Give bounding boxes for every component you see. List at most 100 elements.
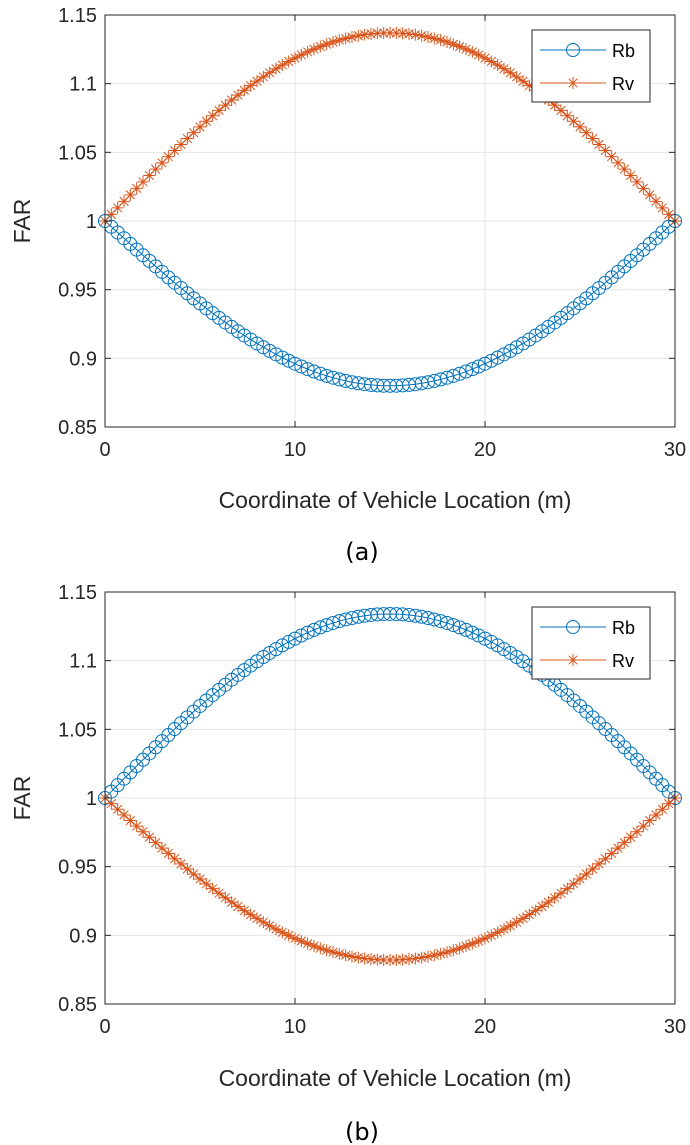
data-point-rv xyxy=(143,169,156,182)
data-point-rv xyxy=(327,36,339,49)
data-point-rb xyxy=(307,622,321,637)
data-point-rv xyxy=(219,891,232,904)
data-point-rv xyxy=(327,946,339,959)
data-point-rv xyxy=(295,48,308,61)
data-point-rb xyxy=(484,634,499,649)
data-point-rv xyxy=(270,62,282,75)
data-point-rb xyxy=(427,612,442,627)
y-tick-label: 1 xyxy=(86,788,97,810)
data-point-rb xyxy=(490,350,505,365)
data-point-rv xyxy=(130,182,143,195)
y-axis-label: FAR xyxy=(9,776,35,821)
x-tick-label: 30 xyxy=(664,1016,686,1038)
data-point-rv xyxy=(289,52,301,65)
data-point-rv xyxy=(156,156,168,169)
data-point-rv xyxy=(612,842,624,855)
data-point-rv xyxy=(257,916,270,929)
legend-box xyxy=(531,29,651,103)
data-point-rv xyxy=(162,150,175,163)
data-point-rv xyxy=(371,27,384,40)
data-point-rb xyxy=(269,347,283,362)
data-point-rv xyxy=(472,48,485,61)
y-tick-label: 1.05 xyxy=(58,142,97,164)
data-point-rv xyxy=(333,34,346,47)
data-point-rv xyxy=(232,89,244,102)
data-point-rv xyxy=(194,873,206,886)
data-point-rv xyxy=(181,132,194,145)
data-point-rv xyxy=(428,949,441,962)
data-point-rv xyxy=(656,803,669,816)
data-point-rv xyxy=(143,831,156,844)
chart-panel-a: 0 10 20 30 0.85 0.9 0.95 1 1.05 1.1 1.15 Coordinate… xyxy=(9,5,686,566)
y-tick-label: 1.1 xyxy=(69,651,97,673)
data-point-rv xyxy=(390,953,403,966)
data-point-rv xyxy=(339,949,352,962)
data-point-rv xyxy=(453,40,466,53)
data-point-rv xyxy=(333,947,346,960)
data-point-rv xyxy=(605,847,618,860)
y-tick-label: 0.85 xyxy=(58,994,97,1016)
data-point-rb xyxy=(465,625,480,640)
data-point-rv xyxy=(358,28,371,41)
data-point-rv xyxy=(156,842,168,855)
data-point-rv xyxy=(428,32,441,45)
data-point-rv xyxy=(168,144,181,157)
data-point-rv xyxy=(650,808,662,821)
data-point-rv xyxy=(643,814,656,827)
data-point-rv xyxy=(206,109,219,122)
x-tick-label: 10 xyxy=(284,1016,306,1038)
y-tick-label: 0.9 xyxy=(69,925,97,947)
x-tick-label: 30 xyxy=(664,439,686,461)
data-point-rv xyxy=(403,953,415,966)
data-point-rv xyxy=(580,868,593,881)
data-point-rv xyxy=(276,926,289,939)
data-point-rb xyxy=(275,350,290,365)
data-point-rb xyxy=(459,622,473,637)
chart-panel-b: 0 10 20 30 0.85 0.9 0.95 1 1.05 1.1 1.15 Coordinate… xyxy=(9,582,686,1145)
data-point-rv xyxy=(200,877,213,890)
data-point-rv xyxy=(238,84,251,97)
data-point-rv xyxy=(631,175,643,188)
legend: Rb Rv xyxy=(531,29,651,103)
data-point-rv xyxy=(339,32,352,45)
series-rv xyxy=(99,792,681,967)
data-point-rv xyxy=(656,201,669,214)
y-tick-label: 1 xyxy=(86,211,97,233)
y-tick-label: 0.95 xyxy=(58,857,97,879)
data-point-rv xyxy=(301,45,314,58)
legend-label-rv: Rv xyxy=(612,651,634,671)
data-point-rv xyxy=(662,797,675,810)
data-point-rb xyxy=(275,638,290,653)
legend-marker-rv xyxy=(567,654,579,666)
data-point-rv xyxy=(213,887,225,900)
data-point-rv xyxy=(320,38,333,51)
data-point-rv xyxy=(434,34,447,47)
data-point-rb xyxy=(471,359,486,374)
legend-label-rb: Rb xyxy=(612,618,635,638)
data-point-rv xyxy=(346,950,358,963)
legend-label-rb: Rb xyxy=(612,41,635,61)
data-point-rv xyxy=(548,99,561,112)
tick-marks xyxy=(104,14,676,428)
data-point-rb xyxy=(452,366,467,381)
data-point-rv xyxy=(371,953,384,966)
data-point-rv xyxy=(586,132,599,145)
data-point-rv xyxy=(498,62,510,75)
data-point-rb xyxy=(465,362,480,377)
data-point-rv xyxy=(301,937,314,950)
data-point-rv xyxy=(441,946,453,959)
data-point-rv xyxy=(238,904,251,917)
x-axis-label: Coordinate of Vehicle Location (m) xyxy=(219,1065,572,1091)
data-point-rv xyxy=(270,923,282,936)
series-rb xyxy=(98,214,682,393)
data-point-rv xyxy=(244,79,257,92)
data-point-rv xyxy=(422,30,434,43)
data-point-rb xyxy=(288,631,302,646)
y-tick-label: 0.85 xyxy=(58,417,97,439)
legend: Rb Rv xyxy=(531,606,651,680)
data-point-rv xyxy=(555,887,567,900)
data-point-rv xyxy=(320,944,333,957)
data-point-rv xyxy=(308,43,320,56)
data-point-rv xyxy=(149,836,162,849)
data-point-rv xyxy=(548,891,561,904)
